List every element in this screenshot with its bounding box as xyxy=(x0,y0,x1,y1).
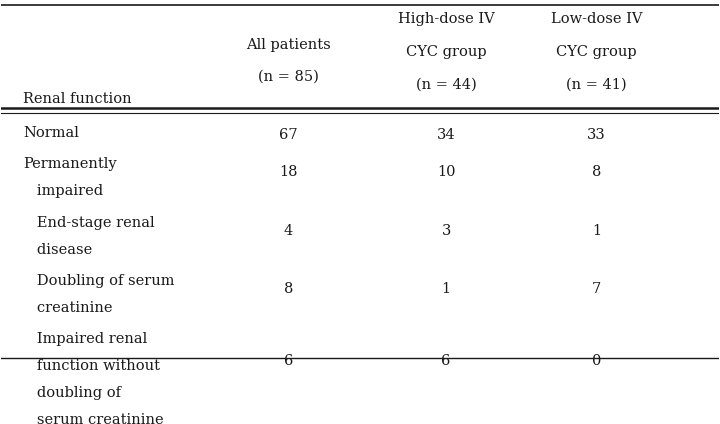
Text: Normal: Normal xyxy=(23,126,78,140)
Text: (n = 41): (n = 41) xyxy=(567,77,627,91)
Text: serum creatinine: serum creatinine xyxy=(23,413,163,424)
Text: 10: 10 xyxy=(437,165,455,179)
Text: 6: 6 xyxy=(284,354,293,368)
Text: impaired: impaired xyxy=(23,184,103,198)
Text: 18: 18 xyxy=(279,165,297,179)
Text: function without: function without xyxy=(23,360,160,374)
Text: 8: 8 xyxy=(592,165,601,179)
Text: Doubling of serum: Doubling of serum xyxy=(23,274,174,288)
Text: Renal function: Renal function xyxy=(23,92,132,106)
Text: End-stage renal: End-stage renal xyxy=(23,215,155,229)
Text: All patients: All patients xyxy=(246,38,330,52)
Text: 1: 1 xyxy=(441,282,451,296)
Text: CYC group: CYC group xyxy=(406,45,487,59)
Text: creatinine: creatinine xyxy=(23,301,112,315)
Text: 67: 67 xyxy=(279,128,297,142)
Text: 8: 8 xyxy=(284,282,293,296)
Text: 0: 0 xyxy=(592,354,601,368)
Text: High-dose IV: High-dose IV xyxy=(397,12,495,26)
Text: 33: 33 xyxy=(588,128,606,142)
Text: Impaired renal: Impaired renal xyxy=(23,332,147,346)
Text: CYC group: CYC group xyxy=(557,45,637,59)
Text: 7: 7 xyxy=(592,282,601,296)
Text: (n = 85): (n = 85) xyxy=(258,70,319,84)
Text: 34: 34 xyxy=(437,128,455,142)
Text: 6: 6 xyxy=(441,354,451,368)
Text: (n = 44): (n = 44) xyxy=(415,77,477,91)
Text: Low-dose IV: Low-dose IV xyxy=(551,12,642,26)
Text: 1: 1 xyxy=(592,223,601,238)
Text: 3: 3 xyxy=(441,223,451,238)
Text: 4: 4 xyxy=(284,223,293,238)
Text: doubling of: doubling of xyxy=(23,386,121,400)
Text: disease: disease xyxy=(23,243,92,257)
Text: Permanently: Permanently xyxy=(23,157,117,171)
